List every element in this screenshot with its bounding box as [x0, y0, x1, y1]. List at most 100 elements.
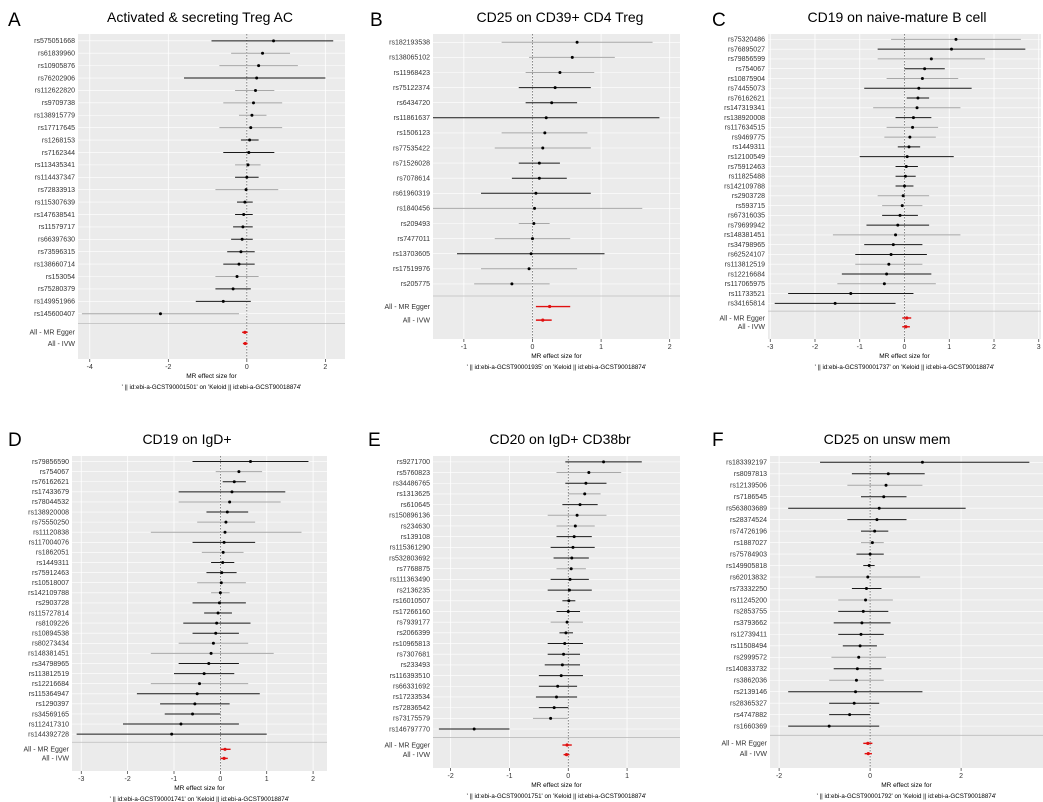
snp-label: rs34569165 — [32, 711, 69, 718]
panel-letter: C — [712, 10, 726, 31]
snp-point — [903, 184, 906, 188]
snp-label: rs147319341 — [724, 105, 765, 112]
snp-label: rs76895027 — [728, 46, 765, 53]
snp-label: rs8097813 — [734, 471, 767, 478]
snp-point — [158, 312, 162, 316]
x-tick-label: -3 — [767, 344, 773, 351]
snp-label: rs150896136 — [389, 513, 430, 520]
snp-point — [472, 727, 476, 731]
snp-label: rs2999572 — [734, 655, 767, 662]
snp-point — [858, 644, 862, 648]
snp-point — [555, 695, 558, 699]
snp-point — [216, 611, 220, 615]
snp-label: rs75122374 — [393, 85, 430, 92]
snp-point — [543, 131, 547, 135]
snp-label: rs3862036 — [734, 678, 767, 685]
exposure-outcome-caption: ' || id:ebi-a-GCST90001751' on 'Keloid |… — [467, 793, 647, 800]
snp-label: rs149905818 — [726, 563, 767, 570]
summary-label: All - IVW — [738, 324, 766, 331]
snp-label: rs7307681 — [397, 652, 430, 659]
panel-f: F CD25 on unsw mem rs183392197 rs8097813 rs1… — [712, 430, 1043, 800]
summary-point — [904, 325, 908, 329]
snp-point — [570, 556, 574, 560]
snp-label: rs138920008 — [724, 115, 765, 122]
snp-label: rs140833732 — [726, 666, 767, 673]
snp-label: rs113812519 — [725, 262, 765, 269]
summary-label: All - MR Egger — [719, 315, 765, 322]
snp-label: rs75784903 — [730, 551, 767, 558]
snp-label: rs73332250 — [730, 586, 767, 593]
snp-point — [916, 96, 920, 100]
snp-label: rs5760823 — [397, 470, 430, 477]
snp-label: rs593715 — [736, 203, 765, 210]
snp-label: rs6434720 — [397, 100, 430, 107]
snp-label: rs66331692 — [393, 684, 430, 691]
snp-label: rs10905876 — [38, 63, 75, 70]
snp-point — [255, 76, 259, 80]
snp-point — [222, 540, 226, 544]
snp-point — [231, 287, 235, 291]
snp-point — [217, 601, 221, 605]
snp-label: rs182193538 — [389, 40, 430, 47]
panel-letter: E — [368, 430, 381, 451]
snp-label: rs149951966 — [34, 299, 75, 306]
exposure-outcome-caption: ' || id:ebi-a-GCST90001741' on 'Keloid |… — [110, 796, 290, 802]
x-tick-label: 0 — [868, 773, 872, 780]
panel-d: D CD19 on IgD+ rs79856590 rs754067 rs7616262… — [8, 430, 327, 802]
snp-label: rs3793662 — [734, 620, 767, 627]
snp-label: rs9271700 — [397, 459, 430, 466]
snp-label: rs11861637 — [394, 115, 431, 122]
summary-point — [905, 316, 909, 320]
snp-label: rs2139146 — [734, 689, 767, 696]
snp-point — [239, 250, 243, 254]
snp-point — [860, 621, 864, 625]
summary-point — [222, 756, 226, 760]
snp-label: rs148381451 — [724, 232, 765, 239]
snp-point — [602, 460, 606, 464]
snp-point — [854, 690, 858, 694]
x-tick-label: -3 — [78, 776, 84, 783]
snp-point — [896, 223, 900, 227]
snp-point — [237, 470, 241, 474]
snp-point — [237, 262, 241, 266]
plot-panel-background — [78, 34, 345, 359]
snp-point — [195, 692, 199, 696]
panel-letter: D — [8, 430, 22, 451]
snp-label: rs10875904 — [728, 76, 765, 83]
snp-label: rs209493 — [401, 221, 430, 228]
snp-label: rs113435341 — [35, 162, 75, 169]
snp-point — [929, 57, 933, 61]
snp-point — [868, 552, 872, 556]
snp-label: rs11508494 — [731, 643, 768, 650]
panel-b: B CD25 on CD39+ CD4 Treg rs182193538 rs1380… — [370, 9, 680, 371]
panel-e: E CD20 on IgD+ CD38br rs9271700 rs5760823 rs… — [368, 430, 680, 800]
snp-point — [225, 510, 229, 514]
snp-point — [894, 233, 898, 237]
snp-point — [873, 529, 877, 533]
panel-title: Activated & secreting Treg AC — [107, 9, 293, 25]
snp-label: rs142109788 — [724, 183, 765, 190]
snp-label: rs9709738 — [42, 100, 75, 107]
snp-label: rs2136235 — [397, 587, 430, 594]
snp-point — [854, 678, 858, 682]
snp-label: rs115307639 — [35, 199, 75, 206]
snp-point — [877, 506, 881, 510]
snp-point — [567, 599, 571, 603]
snp-point — [911, 125, 915, 129]
snp-label: rs17433679 — [32, 489, 69, 496]
snp-label: rs66397630 — [38, 237, 75, 244]
x-tick-label: -1 — [857, 344, 863, 351]
snp-point — [889, 252, 893, 256]
snp-point — [228, 500, 232, 504]
snp-point — [886, 472, 890, 476]
snp-point — [252, 101, 256, 105]
snp-label: rs62524107 — [728, 252, 765, 259]
summary-point — [565, 743, 569, 747]
snp-label: rs12100549 — [728, 154, 765, 161]
snp-point — [564, 631, 568, 635]
snp-point — [510, 282, 514, 286]
snp-point — [179, 722, 183, 726]
snp-point — [541, 146, 545, 150]
panel-c: C CD19 on naive-mature B cell rs75320486 rs… — [712, 9, 1041, 371]
